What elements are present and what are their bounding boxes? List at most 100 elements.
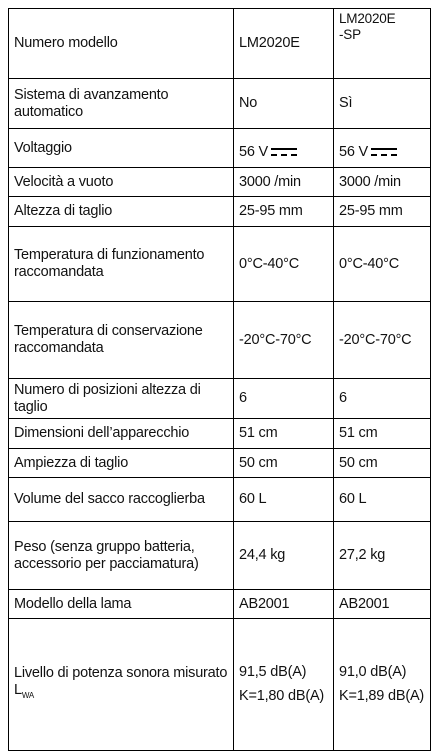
table-cell: Numero di posizioni altezza di taglio: [8, 378, 234, 419]
cell-text: 60 L: [239, 491, 267, 507]
cell-text: 51 cm: [239, 425, 278, 441]
table-cell: 24,4 kg: [233, 521, 334, 590]
table-row: Voltaggio 56 V 56 V: [8, 128, 431, 168]
table-cell: Sì: [333, 78, 431, 129]
cell-text: 56 V: [339, 143, 369, 160]
cell-text: Sì: [339, 95, 353, 111]
cell-text: 0°C-40°C: [239, 255, 299, 272]
table-row: Volume del sacco raccoglierba 60 L 60 L: [8, 477, 431, 522]
table-cell: -20°C-70°C: [233, 301, 334, 379]
cell-text: 56 V: [239, 143, 269, 160]
table-cell: 51 cm: [233, 418, 334, 449]
cell-text: Numero di posizioni altezza di taglio: [14, 381, 201, 415]
table-cell: AB2001: [233, 589, 334, 619]
cell-text: Peso (senza gruppo batteria, accessorio …: [14, 538, 199, 572]
cell-text: Sistema di avanzamento automatico: [14, 86, 169, 120]
cell-text: 50 cm: [239, 454, 278, 471]
table-cell: 0°C-40°C: [233, 226, 334, 302]
cell-text: 6: [339, 390, 347, 406]
table-cell: 0°C-40°C: [333, 226, 431, 302]
cell-text: AB2001: [339, 595, 390, 612]
table-cell: 6: [333, 378, 431, 419]
table-cell: Sistema di avanzamento automatico: [8, 78, 234, 129]
cell-text: Voltaggio: [14, 139, 72, 156]
table-row: Peso (senza gruppo batteria, accessorio …: [8, 521, 431, 590]
table-row: Sistema di avanzamento automatico No Sì: [8, 78, 431, 129]
cell-text: 6: [239, 390, 247, 406]
dc-symbol: [271, 147, 298, 156]
cell-text: Volume del sacco raccoglierba: [14, 491, 205, 507]
cell-text: -20°C-70°C: [239, 331, 312, 348]
header-row: Numero modello LM2020E LM2020E-SP: [8, 8, 431, 79]
table-cell: Temperatura di funzionamento raccomandat…: [8, 226, 234, 302]
table-row: Altezza di taglio 25-95 mm 25-95 mm: [8, 196, 431, 227]
table-row: Temperatura di funzionamento raccomandat…: [8, 226, 431, 302]
header-cell: LM2020E-SP: [333, 8, 431, 79]
cell-text: Dimensioni dell’apparecchio: [14, 425, 190, 441]
subscript: WA: [21, 690, 35, 700]
cell-text: Temperatura di funzionamento raccomandat…: [14, 247, 205, 280]
table-cell: Temperatura di conservazione raccomandat…: [8, 301, 234, 379]
table-cell: AB2001: [333, 589, 431, 619]
table-body: Numero modello LM2020E LM2020E-SP Sistem…: [8, 8, 431, 751]
cell-text: 3000 /min: [239, 173, 301, 190]
table-cell: 25-95 mm: [333, 196, 431, 227]
table-cell: 27,2 kg: [333, 521, 431, 590]
table-cell: 56 V: [233, 128, 334, 168]
cell-text: Ampiezza di taglio: [14, 454, 129, 471]
table-cell: 50 cm: [333, 448, 431, 478]
table-cell: Voltaggio: [8, 128, 234, 168]
cell-text: AB2001: [239, 595, 290, 612]
cell-text: 51 cm: [339, 425, 378, 441]
dc-symbol: [371, 147, 398, 156]
table-cell: Livello di potenza sonora misurato LWA: [8, 618, 234, 751]
table-cell: Modello della lama: [8, 589, 234, 619]
table-row: Livello di potenza sonora misurato LWA 91…: [8, 618, 431, 751]
table-cell: 3000 /min: [333, 167, 431, 197]
cell-text: Velocità a vuoto: [14, 173, 114, 190]
cell-text: Altezza di taglio: [14, 203, 113, 219]
table-cell: Ampiezza di taglio: [8, 448, 234, 478]
cell-text: 91,5 dB(A): [239, 664, 307, 680]
table-cell: 60 L: [233, 477, 334, 522]
table-cell: No: [233, 78, 334, 129]
table-cell: 25-95 mm: [233, 196, 334, 227]
table-row: Dimensioni dell’apparecchio 51 cm 51 cm: [8, 418, 431, 449]
cell-text: Temperatura di conservazione raccomandat…: [14, 323, 203, 356]
table-row: Numero di posizioni altezza di taglio 6 6: [8, 378, 431, 419]
table-row: Velocità a vuoto 3000 /min 3000 /min: [8, 167, 431, 197]
table-cell: Volume del sacco raccoglierba: [8, 477, 234, 522]
table-cell: 3000 /min: [233, 167, 334, 197]
cell-text: 3000 /min: [339, 173, 401, 190]
table-cell: 56 V: [333, 128, 431, 168]
cell-text: K=1,80 dB(A): [239, 688, 325, 704]
table-row: Temperatura di conservazione raccomandat…: [8, 301, 431, 379]
table-cell: 50 cm: [233, 448, 334, 478]
spec-table: Numero modello LM2020E LM2020E-SP Sistem…: [8, 8, 431, 751]
table-cell: -20°C-70°C: [333, 301, 431, 379]
header-cell: Numero modello: [8, 8, 234, 79]
table-cell: 51 cm: [333, 418, 431, 449]
cell-text: 24,4 kg: [239, 547, 286, 563]
table-cell: 91,0 dB(A) K=1,89 dB(A): [333, 618, 431, 751]
cell-text: 25-95 mm: [339, 203, 403, 219]
cell-text: 91,0 dB(A): [339, 664, 407, 680]
cell-text: Livello di potenza sonora misurato L: [14, 665, 228, 699]
cell-text: 27,2 kg: [339, 547, 386, 563]
table-cell: 6: [233, 378, 334, 419]
cell-text: 60 L: [339, 491, 367, 507]
cell-text: Modello della lama: [14, 595, 132, 612]
table-row: Ampiezza di taglio 50 cm 50 cm: [8, 448, 431, 478]
cell-text: -20°C-70°C: [339, 331, 412, 348]
table-cell: Velocità a vuoto: [8, 167, 234, 197]
header-cell: LM2020E: [233, 8, 334, 79]
table-row: Modello della lama AB2001 AB2001: [8, 589, 431, 619]
table-cell: Dimensioni dell’apparecchio: [8, 418, 234, 449]
cell-text: 50 cm: [339, 454, 378, 471]
cell-text: No: [239, 95, 258, 111]
table-cell: 91,5 dB(A) K=1,80 dB(A): [233, 618, 334, 751]
table-cell: Altezza di taglio: [8, 196, 234, 227]
cell-text: K=1,89 dB(A): [339, 688, 425, 704]
cell-text: 25-95 mm: [239, 203, 303, 219]
